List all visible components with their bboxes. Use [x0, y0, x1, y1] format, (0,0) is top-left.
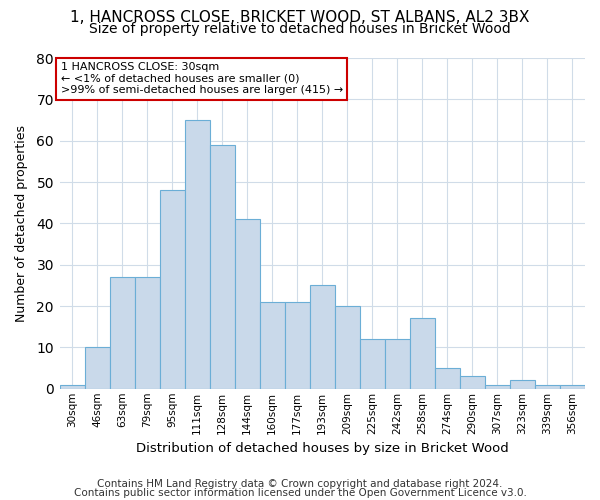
Bar [85, 348, 110, 389]
Y-axis label: Number of detached properties: Number of detached properties [15, 125, 28, 322]
Bar [535, 384, 560, 389]
Text: 1 HANCROSS CLOSE: 30sqm
← <1% of detached houses are smaller (0)
>99% of semi-de: 1 HANCROSS CLOSE: 30sqm ← <1% of detache… [61, 62, 343, 96]
Bar [209, 145, 235, 389]
Bar [410, 318, 435, 389]
Bar [185, 120, 209, 389]
Bar [134, 277, 160, 389]
Bar [59, 384, 85, 389]
Bar [260, 302, 285, 389]
Text: 1, HANCROSS CLOSE, BRICKET WOOD, ST ALBANS, AL2 3BX: 1, HANCROSS CLOSE, BRICKET WOOD, ST ALBA… [70, 10, 530, 25]
Bar [485, 384, 510, 389]
Bar [560, 384, 585, 389]
X-axis label: Distribution of detached houses by size in Bricket Wood: Distribution of detached houses by size … [136, 442, 509, 455]
Bar [335, 306, 360, 389]
Bar [510, 380, 535, 389]
Text: Contains HM Land Registry data © Crown copyright and database right 2024.: Contains HM Land Registry data © Crown c… [97, 479, 503, 489]
Bar [460, 376, 485, 389]
Bar [435, 368, 460, 389]
Bar [110, 277, 134, 389]
Bar [285, 302, 310, 389]
Bar [360, 339, 385, 389]
Bar [160, 190, 185, 389]
Bar [310, 286, 335, 389]
Text: Contains public sector information licensed under the Open Government Licence v3: Contains public sector information licen… [74, 488, 526, 498]
Bar [385, 339, 410, 389]
Text: Size of property relative to detached houses in Bricket Wood: Size of property relative to detached ho… [89, 22, 511, 36]
Bar [235, 219, 260, 389]
